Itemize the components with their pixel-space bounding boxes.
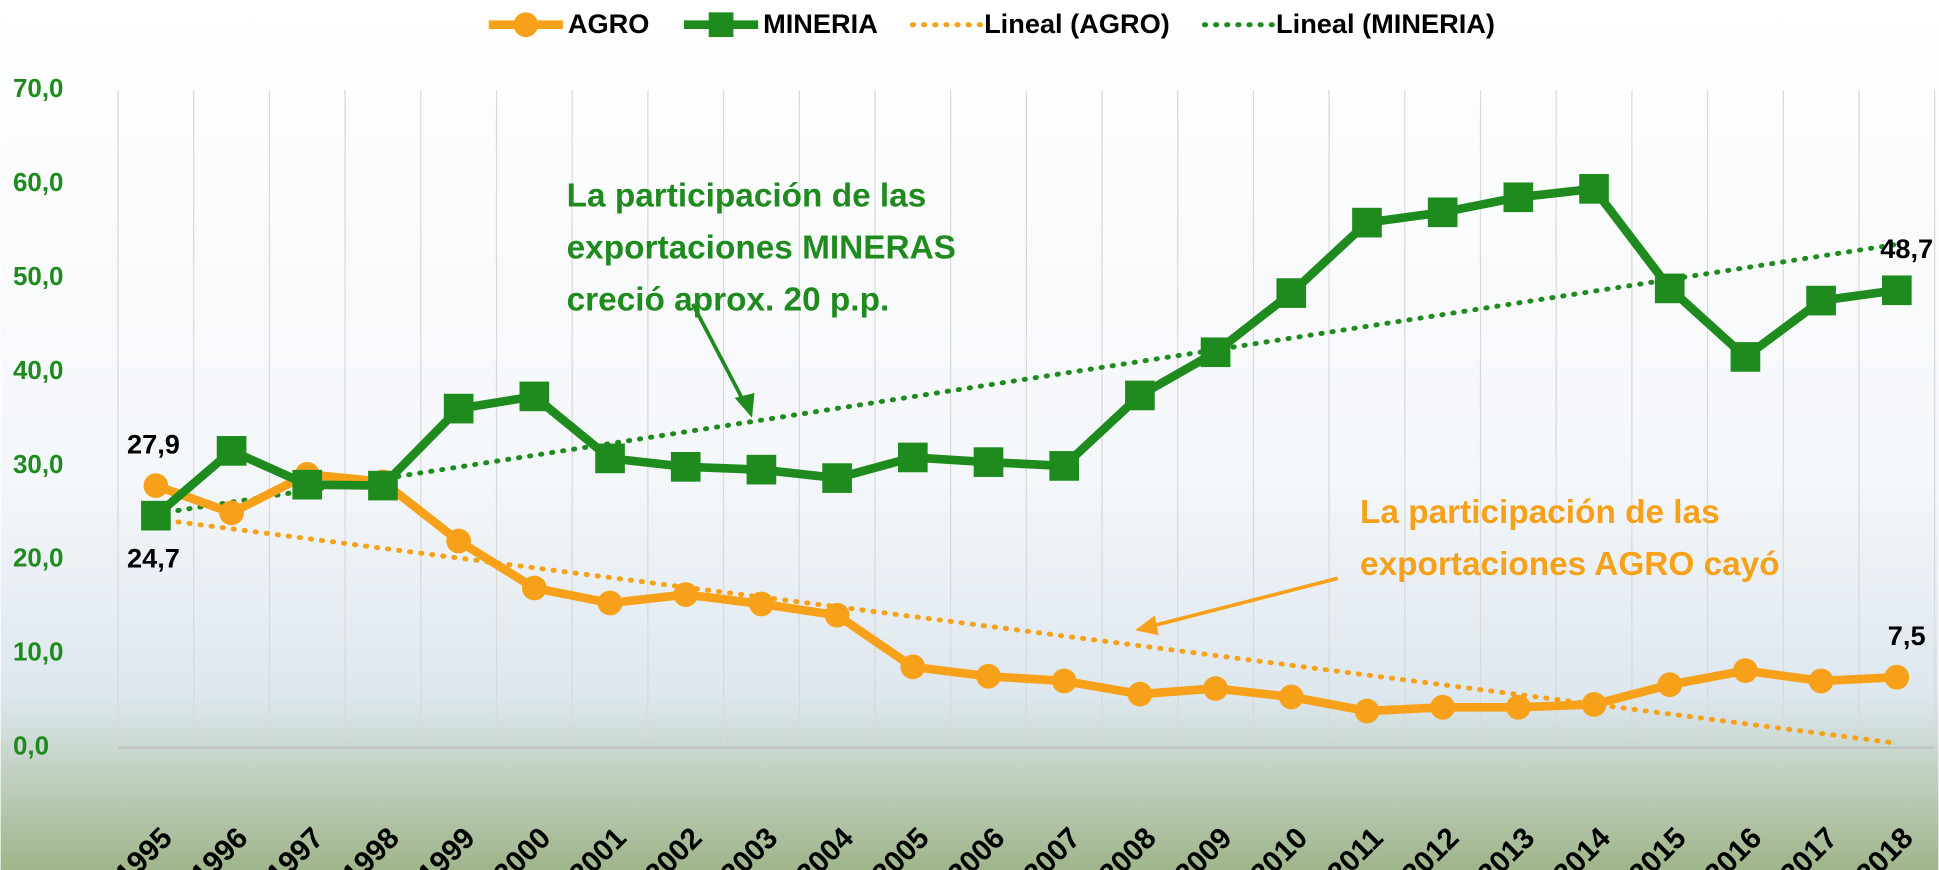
data-label: 27,9: [127, 428, 180, 459]
marker: [1654, 273, 1685, 304]
marker: [1884, 664, 1910, 690]
marker: [824, 602, 850, 628]
marker: [521, 575, 547, 601]
marker: [141, 500, 171, 531]
legend-label: Lineal (AGRO): [984, 8, 1170, 39]
legend-marker: [513, 12, 539, 38]
marker: [143, 473, 169, 498]
marker: [1203, 676, 1228, 701]
legend-label: AGRO: [568, 8, 650, 39]
marker: [219, 500, 244, 526]
marker: [597, 590, 623, 616]
marker: [216, 436, 247, 466]
marker: [1657, 672, 1683, 698]
legend-marker: [708, 12, 734, 38]
annotation: La participación de las: [1360, 494, 1720, 531]
arrow-head: [734, 392, 755, 418]
marker: [670, 452, 701, 482]
annotation-arrow: [1149, 576, 1339, 629]
marker: [1581, 692, 1607, 717]
marker: [822, 463, 852, 493]
marker: [1505, 694, 1531, 720]
marker: [368, 470, 398, 501]
marker: [1049, 451, 1080, 481]
marker: [292, 469, 323, 500]
marker: [1806, 285, 1836, 316]
y-tick-label: 0,0: [13, 733, 49, 761]
marker: [749, 591, 774, 617]
marker: [1352, 207, 1382, 238]
annotation: exportaciones AGRO cayó: [1360, 546, 1780, 583]
marker: [595, 443, 625, 474]
marker: [1125, 380, 1155, 411]
marker: [1579, 174, 1609, 204]
marker: [1276, 278, 1307, 308]
y-tick-label: 70,0: [13, 75, 63, 103]
y-tick-label: 20,0: [13, 545, 63, 573]
marker: [443, 393, 474, 424]
marker: [1733, 658, 1758, 683]
marker: [673, 582, 699, 607]
legend-label: MINERIA: [763, 8, 878, 39]
marker: [1503, 182, 1534, 213]
marker: [519, 381, 550, 412]
annotation: La participación de las: [567, 178, 927, 215]
y-tick-label: 10,0: [13, 639, 63, 667]
y-tick-label: 60,0: [13, 169, 63, 197]
y-tick-label: 40,0: [13, 357, 63, 385]
marker: [1730, 342, 1761, 372]
marker: [746, 454, 777, 485]
marker: [1808, 668, 1834, 694]
annotation: creció aprox. 20 p.p.: [567, 281, 890, 318]
data-label: 24,7: [127, 542, 180, 573]
marker: [1881, 275, 1912, 306]
marker: [1051, 668, 1077, 694]
marker: [976, 663, 1001, 689]
data-label: 48,7: [1880, 233, 1933, 264]
marker: [973, 447, 1004, 477]
marker: [1200, 337, 1231, 368]
marker: [1278, 684, 1304, 710]
marker: [1354, 698, 1380, 724]
trend-line: [153, 241, 1900, 517]
annotation: exportaciones MINERAS: [567, 229, 956, 266]
marker: [900, 654, 926, 680]
legend: AGRO MINERIA Lineal (AGRO) Lineal (MINERIA): [488, 8, 1495, 39]
marker: [446, 528, 472, 554]
data-label: 7,5: [1888, 620, 1926, 651]
arrow-head: [1135, 615, 1159, 636]
annotation-arrow: [691, 303, 749, 409]
marker: [1127, 681, 1153, 707]
marker: [897, 442, 928, 473]
y-tick-label: 30,0: [13, 451, 63, 479]
trend-line: [153, 516, 1900, 746]
marker: [1427, 197, 1458, 228]
marker: [1430, 694, 1456, 720]
legend-label: Lineal (MINERIA): [1276, 8, 1495, 39]
series-line: [154, 470, 1898, 716]
y-tick-label: 50,0: [13, 263, 63, 291]
